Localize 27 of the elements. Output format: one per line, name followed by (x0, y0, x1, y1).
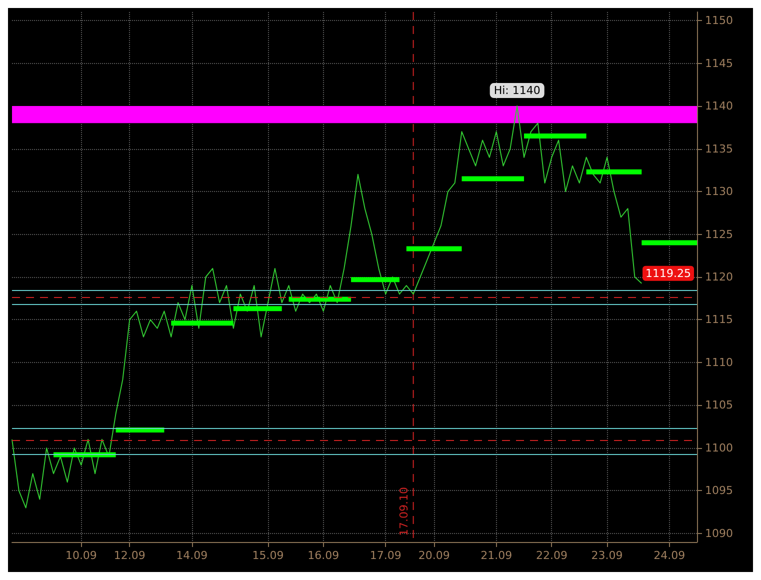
x-tick-label: 14.09 (176, 549, 208, 562)
y-tick-label: 1105 (705, 398, 733, 412)
x-tick-label: 17.09 (370, 549, 402, 562)
y-tick-label: 1125 (705, 228, 733, 241)
annotation: Hi: 1140 (494, 84, 540, 98)
x-tick-label: 22.09 (536, 549, 568, 562)
y-tick-label: 1150 (705, 14, 733, 28)
y-tick-label: 1095 (705, 484, 733, 498)
x-tick-label: 20.09 (418, 549, 450, 562)
annotation: 1119.25 (646, 266, 691, 280)
x-tick-label: 23.09 (591, 549, 623, 562)
y-tick-label: 1120 (705, 270, 733, 284)
x-tick-label: 10.09 (65, 549, 97, 562)
y-tick-label: 1115 (705, 313, 733, 326)
y-tick-label: 1110 (705, 356, 733, 369)
y-tick-label: 1100 (705, 441, 733, 454)
y-tick-label: 1090 (705, 526, 733, 540)
y-tick-label: 1140 (705, 100, 733, 113)
y-tick-label: 1145 (705, 56, 733, 70)
x-tick-label: 21.09 (480, 549, 512, 562)
x-tick-label: 16.09 (308, 549, 340, 562)
annotation: 17.09.10 (397, 487, 410, 536)
x-tick-label: 12.09 (114, 549, 146, 562)
x-tick-label: 15.09 (252, 549, 284, 562)
y-tick-label: 1130 (705, 185, 733, 198)
y-tick-label: 1135 (705, 142, 733, 156)
x-tick-label: 24.09 (654, 549, 686, 562)
